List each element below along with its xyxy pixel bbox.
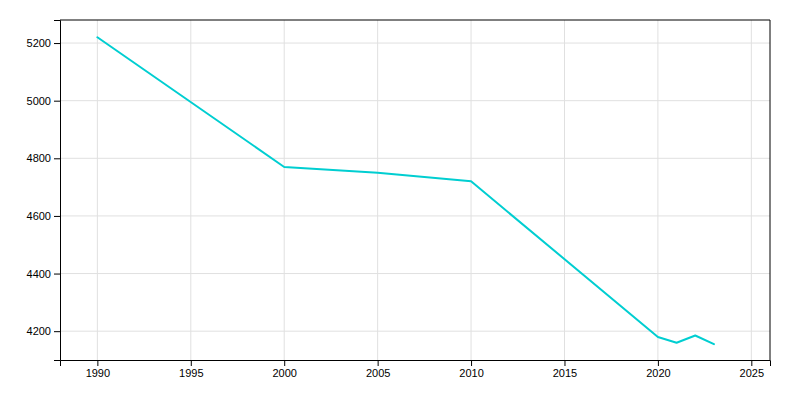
y-tick-label: 4800	[27, 152, 51, 164]
x-tick-label: 2010	[459, 367, 483, 379]
grid-line-x	[377, 20, 378, 360]
x-tick-mark	[284, 360, 285, 366]
x-tick-mark	[751, 360, 752, 366]
x-tick-label: 1995	[179, 367, 203, 379]
y-tick-mark	[54, 101, 60, 102]
y-tick-label: 4200	[27, 325, 51, 337]
x-tick-label: 1990	[86, 367, 110, 379]
y-tick: 4800	[27, 152, 60, 164]
x-tick-mark	[564, 360, 565, 366]
y-tick: 4400	[27, 268, 60, 280]
x-tick-mark	[97, 360, 98, 366]
x-tick: 1995	[179, 360, 203, 379]
y-axis-line	[54, 21, 61, 361]
x-tick-mark	[471, 360, 472, 366]
x-tick: 2000	[272, 360, 296, 379]
x-tick-label: 2025	[740, 367, 764, 379]
grid-line-y	[60, 215, 770, 216]
y-tick: 4600	[27, 210, 60, 222]
grid-line-y	[60, 273, 770, 274]
x-tick-mark	[658, 360, 659, 366]
y-tick-mark	[54, 331, 60, 332]
line	[97, 37, 714, 344]
grid-line-x	[657, 20, 658, 360]
x-tick: 2020	[646, 360, 670, 379]
grid-line-x	[564, 20, 565, 360]
y-tick-mark	[54, 216, 60, 217]
x-axis-line	[61, 361, 771, 367]
y-tick: 4200	[27, 325, 60, 337]
y-tick: 5000	[27, 95, 60, 107]
x-tick-label: 2000	[272, 367, 296, 379]
x-tick: 2025	[740, 360, 764, 379]
y-tick: 5200	[27, 37, 60, 49]
x-axis: 1990 1995 2000 2005 2010 2015 2020 2025	[61, 360, 771, 379]
x-tick-mark	[378, 360, 379, 366]
x-tick-label: 2005	[366, 367, 390, 379]
y-tick-mark	[54, 158, 60, 159]
x-tick: 2005	[366, 360, 390, 379]
y-tick-label: 4400	[27, 268, 51, 280]
grid-line-x	[471, 20, 472, 360]
grid	[60, 20, 770, 360]
y-tick-label: 4600	[27, 210, 51, 222]
x-tick: 2010	[459, 360, 483, 379]
grid-line-y	[60, 158, 770, 159]
y-axis: 4200 4400 4600 4800 5000 5200	[27, 21, 61, 361]
grid-line-x	[751, 20, 752, 360]
grid-line-y	[60, 331, 770, 332]
grid-line-x	[97, 20, 98, 360]
x-tick: 2015	[553, 360, 577, 379]
chart: 1990 1995 2000 2005 2010 2015 2020 2025 4200 4400…	[0, 0, 800, 400]
y-tick-mark	[54, 274, 60, 275]
grid-line-x	[284, 20, 285, 360]
x-tick-label: 2015	[553, 367, 577, 379]
x-tick-mark	[191, 360, 192, 366]
y-tick-label: 5000	[27, 95, 51, 107]
grid-line-x	[190, 20, 191, 360]
x-tick-label: 2020	[646, 367, 670, 379]
marks	[97, 37, 714, 344]
frame-right	[770, 20, 771, 360]
y-tick-mark	[54, 43, 60, 44]
grid-line-y	[60, 43, 770, 44]
plot: 1990 1995 2000 2005 2010 2015 2020 2025 4200 4400…	[27, 20, 771, 379]
y-tick-label: 5200	[27, 37, 51, 49]
x-tick: 1990	[86, 360, 110, 379]
frame-top	[60, 20, 770, 21]
grid-line-y	[60, 100, 770, 101]
